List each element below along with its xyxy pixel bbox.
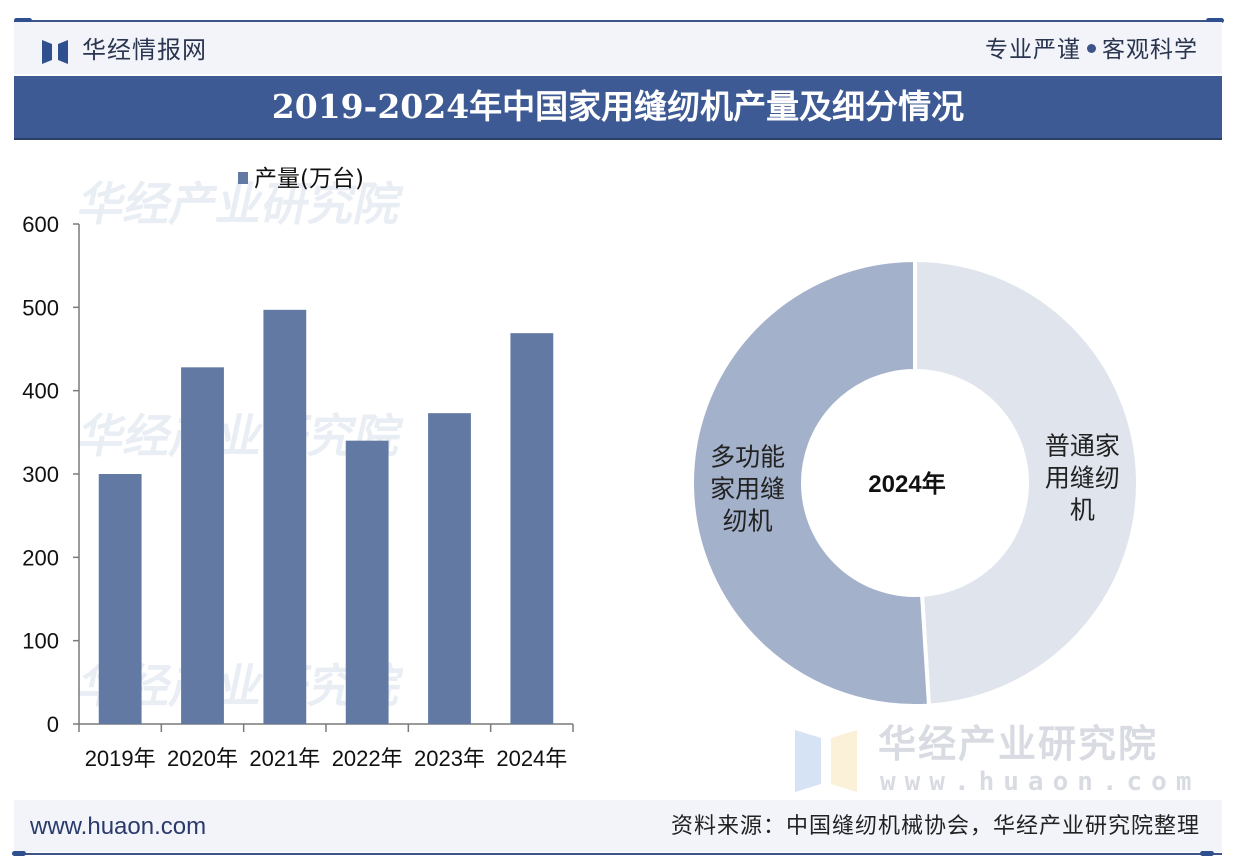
watermark-logo-url: www.huaon.com [880, 767, 1201, 797]
bottom-border-cap-right [1200, 851, 1214, 856]
y-tick-label: 300 [22, 462, 59, 487]
chart-title: 2019-2024年中国家用缝纫机产量及细分情况 [271, 87, 965, 126]
top-border-cap-right [1206, 18, 1224, 23]
y-tick-label: 400 [22, 379, 59, 404]
y-tick-label: 200 [22, 545, 59, 570]
legend-swatch [238, 172, 248, 184]
watermark-logo-icon [795, 730, 857, 792]
x-tick-label: 2023年 [414, 746, 485, 771]
slogan: 专业严谨 客观科学 [985, 33, 1198, 67]
x-tick-label: 2021年 [249, 746, 320, 771]
slogan-right: 客观科学 [1102, 37, 1198, 63]
bar-2019年 [98, 474, 142, 724]
donut-slice-regular [913, 257, 1140, 708]
bar-2021年 [263, 309, 307, 724]
website-link[interactable]: www.huaon.com [30, 813, 207, 840]
top-border-line [14, 20, 1222, 22]
bar-2022年 [345, 440, 389, 724]
slogan-dot-icon [1087, 44, 1096, 53]
header-band [14, 22, 1222, 74]
bar-2023年 [428, 413, 471, 724]
donut-slice-label: 普通家 [1045, 432, 1120, 461]
bar-2024年 [510, 333, 554, 724]
y-tick-label: 500 [22, 295, 59, 320]
donut-slice-label: 纫机 [723, 506, 773, 535]
title-band: 2019-2024年中国家用缝纫机产量及细分情况 [14, 76, 1222, 140]
donut-slice-label: 机 [1070, 496, 1095, 525]
data-source: 资料来源：中国缝纫机械协会，华经产业研究院整理 [670, 814, 1200, 839]
brand-name: 华经情报网 [82, 36, 207, 64]
huajing-logo-icon [42, 40, 68, 64]
donut-slice-label: 多功能 [710, 442, 785, 471]
x-tick-label: 2022年 [332, 746, 403, 771]
donut-slice-multifunction [690, 257, 932, 708]
slogan-left: 专业严谨 [985, 37, 1081, 63]
y-tick-label: 100 [22, 629, 59, 654]
x-tick-label: 2020年 [167, 746, 238, 771]
x-tick-label: 2024年 [496, 746, 567, 771]
donut-slice-label: 用缝纫 [1045, 464, 1120, 493]
bottom-border-cap-left [12, 851, 26, 856]
bottom-border-line [14, 853, 1222, 855]
top-border-cap-left [14, 18, 32, 23]
legend-label: 产量(万台) [254, 166, 364, 192]
y-tick-label: 600 [22, 212, 59, 237]
donut-center-label: 2024年 [868, 470, 945, 498]
footer-band [14, 800, 1222, 852]
y-tick-label: 0 [47, 712, 59, 737]
donut-slice-label: 家用缝 [710, 474, 785, 503]
x-tick-label: 2019年 [85, 746, 156, 771]
watermark-logo-name: 华经产业研究院 [878, 722, 1159, 766]
bar-2020年 [181, 367, 224, 724]
